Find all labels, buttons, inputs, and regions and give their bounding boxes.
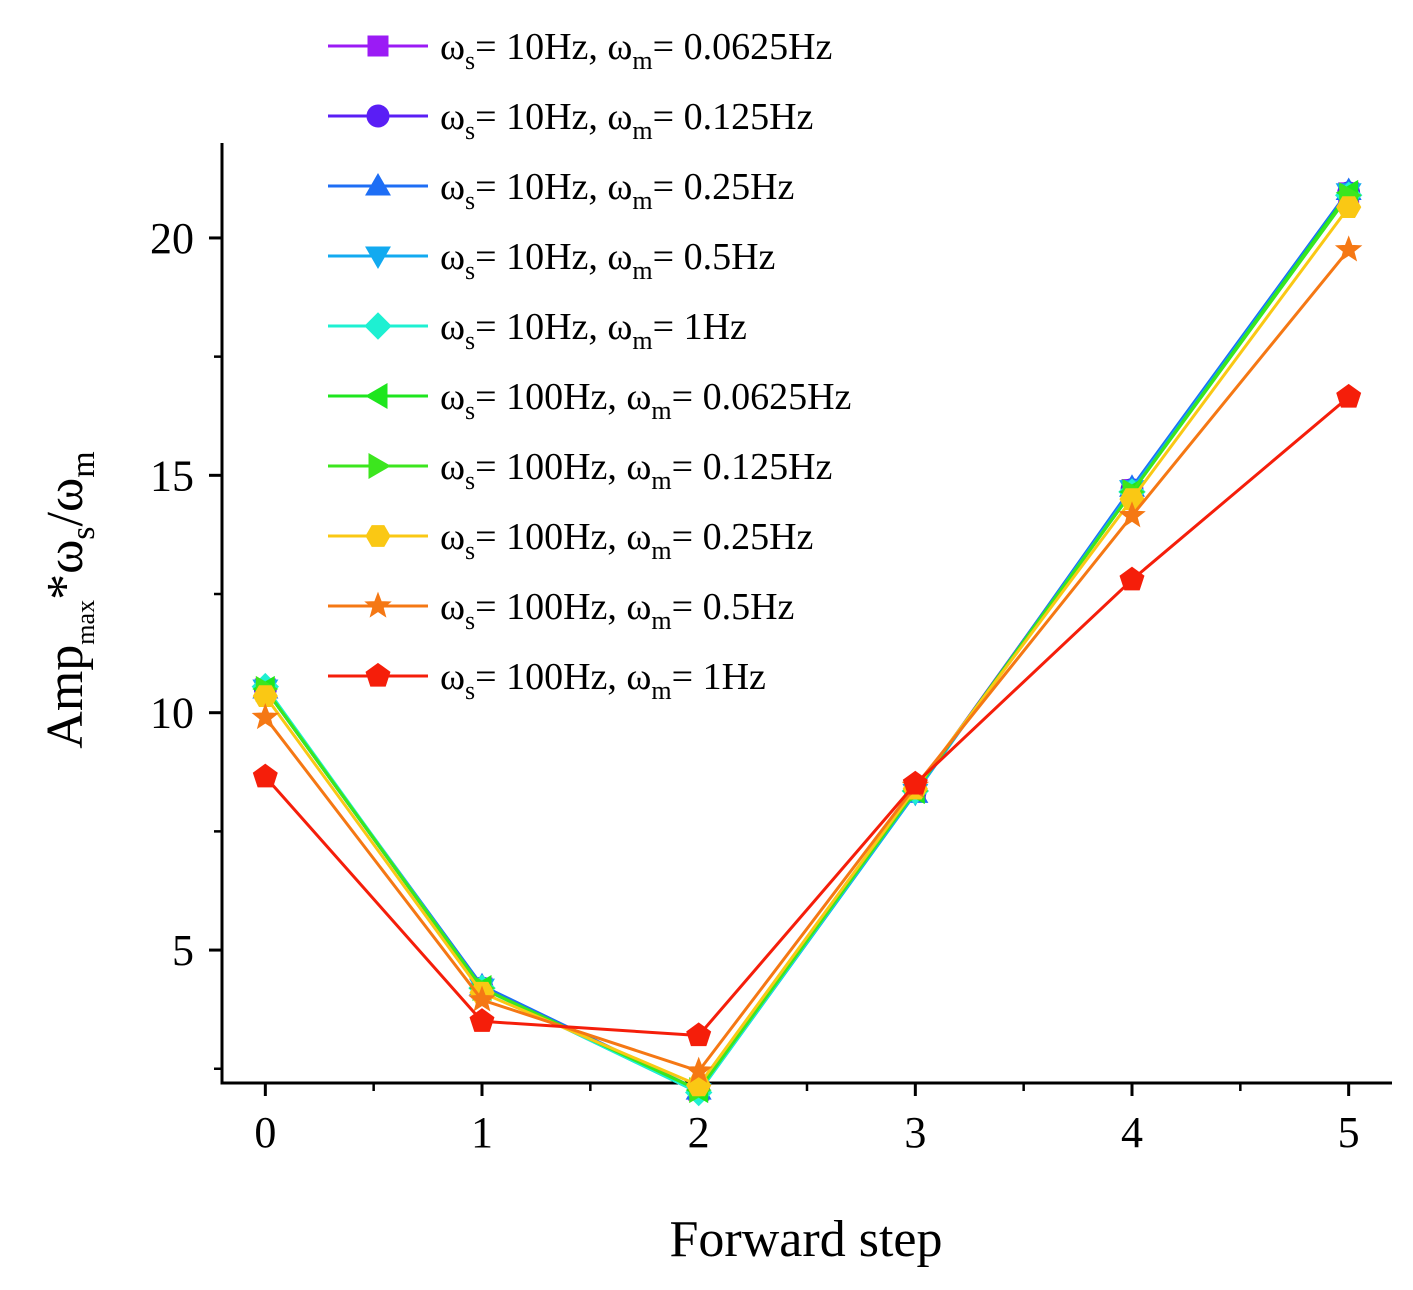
y-tick-label: 5 <box>172 926 194 975</box>
legend-label: ωs= 10Hz, ωm= 1Hz <box>440 306 747 355</box>
legend-marker <box>364 312 392 340</box>
legend-label: ωs= 10Hz, ωm= 0.125Hz <box>440 96 813 145</box>
x-tick-label: 0 <box>254 1108 276 1157</box>
legend-item: ωs= 10Hz, ωm= 0.125Hz <box>328 96 813 145</box>
data-point <box>469 1008 495 1032</box>
data-point <box>686 1022 712 1047</box>
data-point <box>252 763 278 788</box>
legend-item: ωs= 100Hz, ωm= 1Hz <box>328 656 766 705</box>
series-10 <box>252 383 1362 1047</box>
data-point <box>1119 566 1145 591</box>
legend-item: ωs= 10Hz, ωm= 0.0625Hz <box>328 26 832 75</box>
legend-item: ωs= 100Hz, ωm= 0.125Hz <box>328 446 832 495</box>
legend-item: ωs= 10Hz, ωm= 1Hz <box>328 306 747 355</box>
x-tick-label: 1 <box>471 1108 493 1157</box>
series-line <box>264 194 1350 1092</box>
data-point <box>1334 235 1363 262</box>
series-line <box>264 191 1350 1094</box>
legend-label: ωs= 100Hz, ωm= 0.125Hz <box>440 446 832 495</box>
y-tick-label: 15 <box>150 451 194 500</box>
series-line <box>264 248 1350 1073</box>
legend-marker <box>364 383 388 409</box>
legend-marker <box>367 35 389 57</box>
legend-marker <box>365 172 391 196</box>
series-1 <box>254 182 1360 1101</box>
legend-item: ωs= 10Hz, ωm= 0.5Hz <box>328 236 775 285</box>
data-point <box>251 702 280 730</box>
data-point <box>902 770 928 795</box>
series-5 <box>251 181 1363 1107</box>
series-8 <box>252 196 1362 1097</box>
series-layer <box>251 177 1363 1107</box>
data-point <box>684 1056 713 1083</box>
x-tick-label: 3 <box>904 1108 926 1157</box>
y-tick-label: 10 <box>150 689 194 738</box>
series-4 <box>252 183 1362 1106</box>
legend-marker <box>365 525 391 547</box>
legend-item: ωs= 100Hz, ωm= 0.5Hz <box>328 586 794 635</box>
legend: ωs= 10Hz, ωm= 0.0625Hz ωs= 10Hz, ωm= 0.12… <box>328 26 851 705</box>
legend-marker <box>364 591 392 618</box>
x-tick-label: 2 <box>688 1108 710 1157</box>
legend-item: ωs= 10Hz, ωm= 0.25Hz <box>328 166 794 215</box>
series-line <box>264 206 1350 1087</box>
series-3 <box>252 177 1362 1100</box>
legend-label: ωs= 100Hz, ωm= 0.25Hz <box>440 516 813 565</box>
series-7 <box>255 182 1362 1104</box>
x-tick-label: 4 <box>1121 1108 1143 1157</box>
legend-item: ωs= 100Hz, ωm= 0.25Hz <box>328 516 813 565</box>
legend-marker <box>365 246 391 270</box>
data-point <box>1118 501 1146 528</box>
legend-item: ωs= 100Hz, ωm= 0.0625Hz <box>328 376 851 425</box>
series-9 <box>251 235 1363 1083</box>
series-2 <box>253 181 1361 1102</box>
series-6 <box>252 179 1359 1104</box>
legend-label: ωs= 10Hz, ωm= 0.5Hz <box>440 236 775 285</box>
legend-marker <box>368 453 392 479</box>
legend-label: ωs= 100Hz, ωm= 0.5Hz <box>440 586 794 635</box>
data-point <box>1336 196 1362 218</box>
y-tick-label: 20 <box>150 214 194 263</box>
legend-label: ωs= 10Hz, ωm= 0.0625Hz <box>440 26 832 75</box>
legend-marker <box>365 662 391 687</box>
axes: 0 1 2 3 4 5 5 10 15 20 <box>150 143 1392 1157</box>
series-line <box>264 395 1350 1037</box>
legend-label: ωs= 100Hz, ωm= 0.0625Hz <box>440 376 851 425</box>
data-point <box>468 985 496 1012</box>
legend-label: ωs= 100Hz, ωm= 1Hz <box>440 656 766 705</box>
legend-marker <box>366 104 390 128</box>
y-axis-title: Ampmax*ωs/ωm <box>37 451 102 748</box>
x-tick-label: 5 <box>1338 1108 1360 1157</box>
x-axis-title: Forward step <box>670 1211 943 1268</box>
data-point <box>252 685 278 707</box>
legend-label: ωs= 10Hz, ωm= 0.25Hz <box>440 166 794 215</box>
data-point <box>1336 383 1362 408</box>
